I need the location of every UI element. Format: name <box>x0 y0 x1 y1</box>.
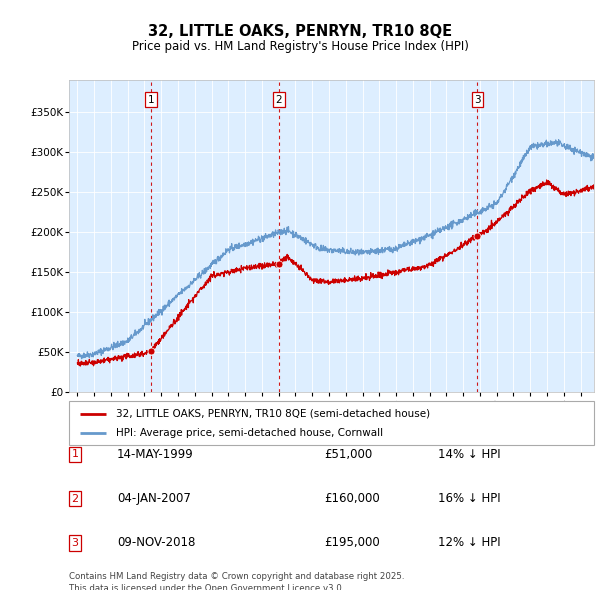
Text: 14% ↓ HPI: 14% ↓ HPI <box>438 448 500 461</box>
Text: 2: 2 <box>71 494 79 503</box>
Text: 32, LITTLE OAKS, PENRYN, TR10 8QE: 32, LITTLE OAKS, PENRYN, TR10 8QE <box>148 24 452 38</box>
Text: 32, LITTLE OAKS, PENRYN, TR10 8QE (semi-detached house): 32, LITTLE OAKS, PENRYN, TR10 8QE (semi-… <box>116 409 430 418</box>
Text: 1: 1 <box>71 450 79 459</box>
FancyBboxPatch shape <box>69 401 594 445</box>
Text: 04-JAN-2007: 04-JAN-2007 <box>117 492 191 505</box>
Text: 12% ↓ HPI: 12% ↓ HPI <box>438 536 500 549</box>
Text: HPI: Average price, semi-detached house, Cornwall: HPI: Average price, semi-detached house,… <box>116 428 383 438</box>
Text: 3: 3 <box>71 538 79 548</box>
Text: 3: 3 <box>474 94 481 104</box>
Text: 09-NOV-2018: 09-NOV-2018 <box>117 536 196 549</box>
Text: Price paid vs. HM Land Registry's House Price Index (HPI): Price paid vs. HM Land Registry's House … <box>131 40 469 53</box>
Text: £195,000: £195,000 <box>324 536 380 549</box>
Text: Contains HM Land Registry data © Crown copyright and database right 2025.
This d: Contains HM Land Registry data © Crown c… <box>69 572 404 590</box>
Text: 16% ↓ HPI: 16% ↓ HPI <box>438 492 500 505</box>
Text: £51,000: £51,000 <box>324 448 372 461</box>
Text: 14-MAY-1999: 14-MAY-1999 <box>117 448 194 461</box>
Text: £160,000: £160,000 <box>324 492 380 505</box>
Text: 1: 1 <box>148 94 154 104</box>
Text: 2: 2 <box>275 94 282 104</box>
